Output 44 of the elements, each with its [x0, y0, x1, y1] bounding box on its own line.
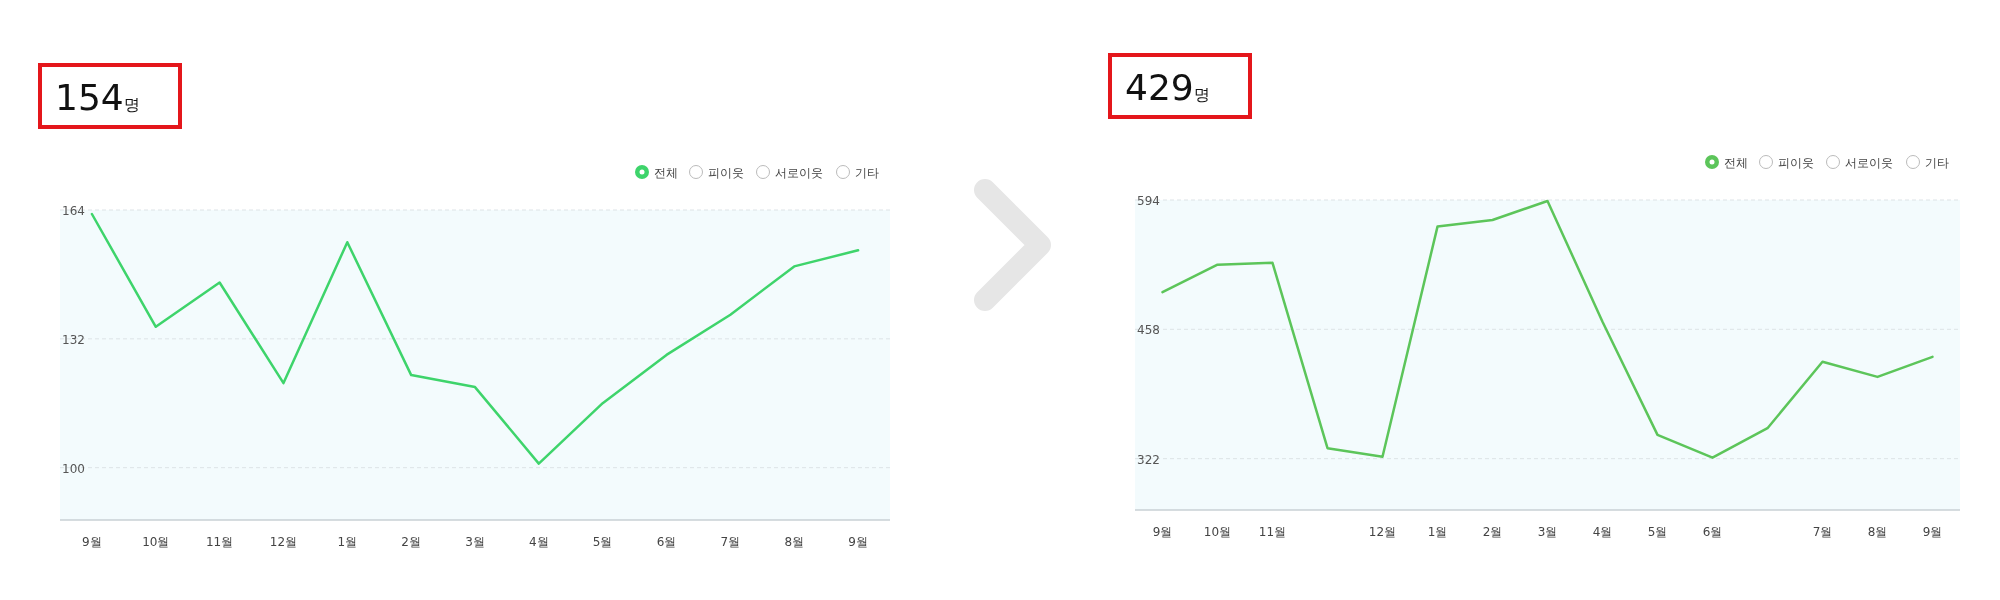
line-series: [1161, 199, 1934, 459]
x-tick-label: 9월: [1922, 525, 1943, 539]
legend-label: 전체: [654, 166, 678, 180]
x-tick-label: 2월: [1482, 525, 1503, 539]
x-tick-label: 5월: [1647, 525, 1668, 539]
x-tick-label: 9월: [848, 535, 868, 549]
x-tick-label: 10월: [1203, 525, 1232, 539]
x-tick-label: 12월: [269, 535, 298, 549]
y-tick-label: 322: [1137, 452, 1160, 467]
x-tick-label: 11월: [1258, 525, 1287, 539]
y-tick-label: 100: [62, 461, 85, 476]
text: 서로이웃: [1845, 156, 1893, 170]
x-tick-label: 7월: [720, 535, 741, 549]
x-tick-label: 6월: [1702, 525, 1723, 539]
x-tick-label: 4월: [529, 535, 549, 549]
chart-title: 154명: [55, 77, 140, 118]
x-tick-label: 9월: [1152, 525, 1173, 539]
text: 피이웃: [708, 166, 744, 180]
y-tick-label: 164: [62, 204, 85, 218]
x-tick-label: 10월: [142, 535, 170, 549]
x-tick-label: 2월: [401, 535, 421, 549]
x-tick-label: 9월: [82, 535, 102, 549]
x-tick-label: 6월: [656, 535, 677, 549]
y-tick-label: 458: [1137, 323, 1160, 338]
text: 기타: [1925, 156, 1949, 170]
x-tick-label: 8월: [1867, 525, 1888, 539]
x-tick-label: 4월: [1592, 525, 1613, 539]
text: 기타: [855, 166, 879, 180]
x-tick-label: 11월: [205, 535, 234, 549]
x-tick-label: 3월: [465, 535, 485, 549]
x-tick-label: 3월: [1537, 525, 1558, 539]
x-tick-label: 12월: [1368, 525, 1397, 539]
x-tick-label: 8월: [784, 535, 805, 549]
text: 피이웃: [1778, 156, 1814, 170]
text: 서로이웃: [775, 166, 823, 180]
x-tick-label: 7월: [1812, 525, 1833, 539]
x-tick-label: 1월: [1427, 525, 1448, 539]
line-series: [90, 212, 860, 465]
chart-title: 429명: [1125, 67, 1210, 108]
legend-label: 전체: [1724, 156, 1748, 170]
y-tick-label: 132: [62, 332, 85, 347]
x-tick-label: 5월: [592, 535, 613, 549]
x-tick-label: 1월: [337, 535, 358, 549]
y-tick-label: 594: [1137, 194, 1160, 208]
